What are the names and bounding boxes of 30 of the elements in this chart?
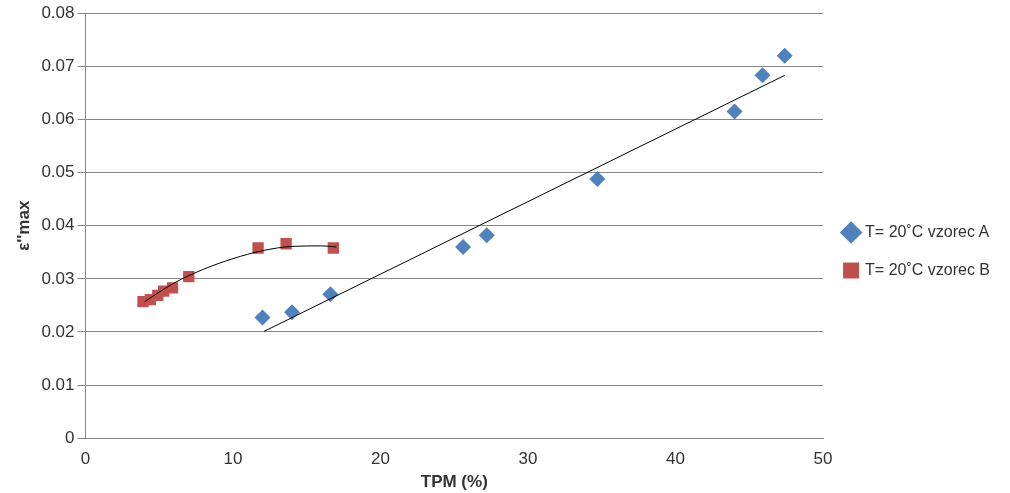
point	[754, 67, 771, 84]
y-tick-label: 0.05	[41, 162, 75, 182]
x-tick-label: 0	[80, 449, 91, 469]
point	[455, 238, 472, 255]
x-tick-label: 40	[666, 449, 686, 469]
y-tick-label: 0	[65, 427, 75, 447]
y-tick-label: 0.02	[41, 321, 75, 341]
point	[726, 103, 743, 120]
point	[589, 170, 606, 187]
point	[322, 286, 339, 303]
point	[280, 238, 292, 250]
point	[284, 304, 301, 321]
y-tick-label: 0.03	[41, 268, 75, 288]
y-tick-label: 0.04	[41, 215, 75, 235]
y-tick-label: 0.06	[41, 109, 75, 129]
x-tick-label: 10	[223, 449, 243, 469]
point	[327, 242, 339, 254]
legend-label: T= 20˚C vzorec A	[865, 222, 990, 240]
x-axis-title: TPM (%)	[420, 472, 488, 492]
y-tick-label: 0.01	[41, 374, 75, 394]
y-tick-label: 0.07	[41, 56, 75, 76]
y-tick-label: 0.08	[41, 2, 75, 22]
legend-label: T= 20˚C vzorec B	[865, 260, 991, 278]
x-tick-label: 30	[518, 449, 538, 469]
point	[478, 227, 495, 244]
point	[776, 47, 793, 64]
y-axis-title: ε''max	[13, 200, 33, 251]
x-tick-label: 20	[371, 449, 390, 469]
point	[254, 309, 271, 326]
x-tick-label: 50	[813, 449, 833, 469]
